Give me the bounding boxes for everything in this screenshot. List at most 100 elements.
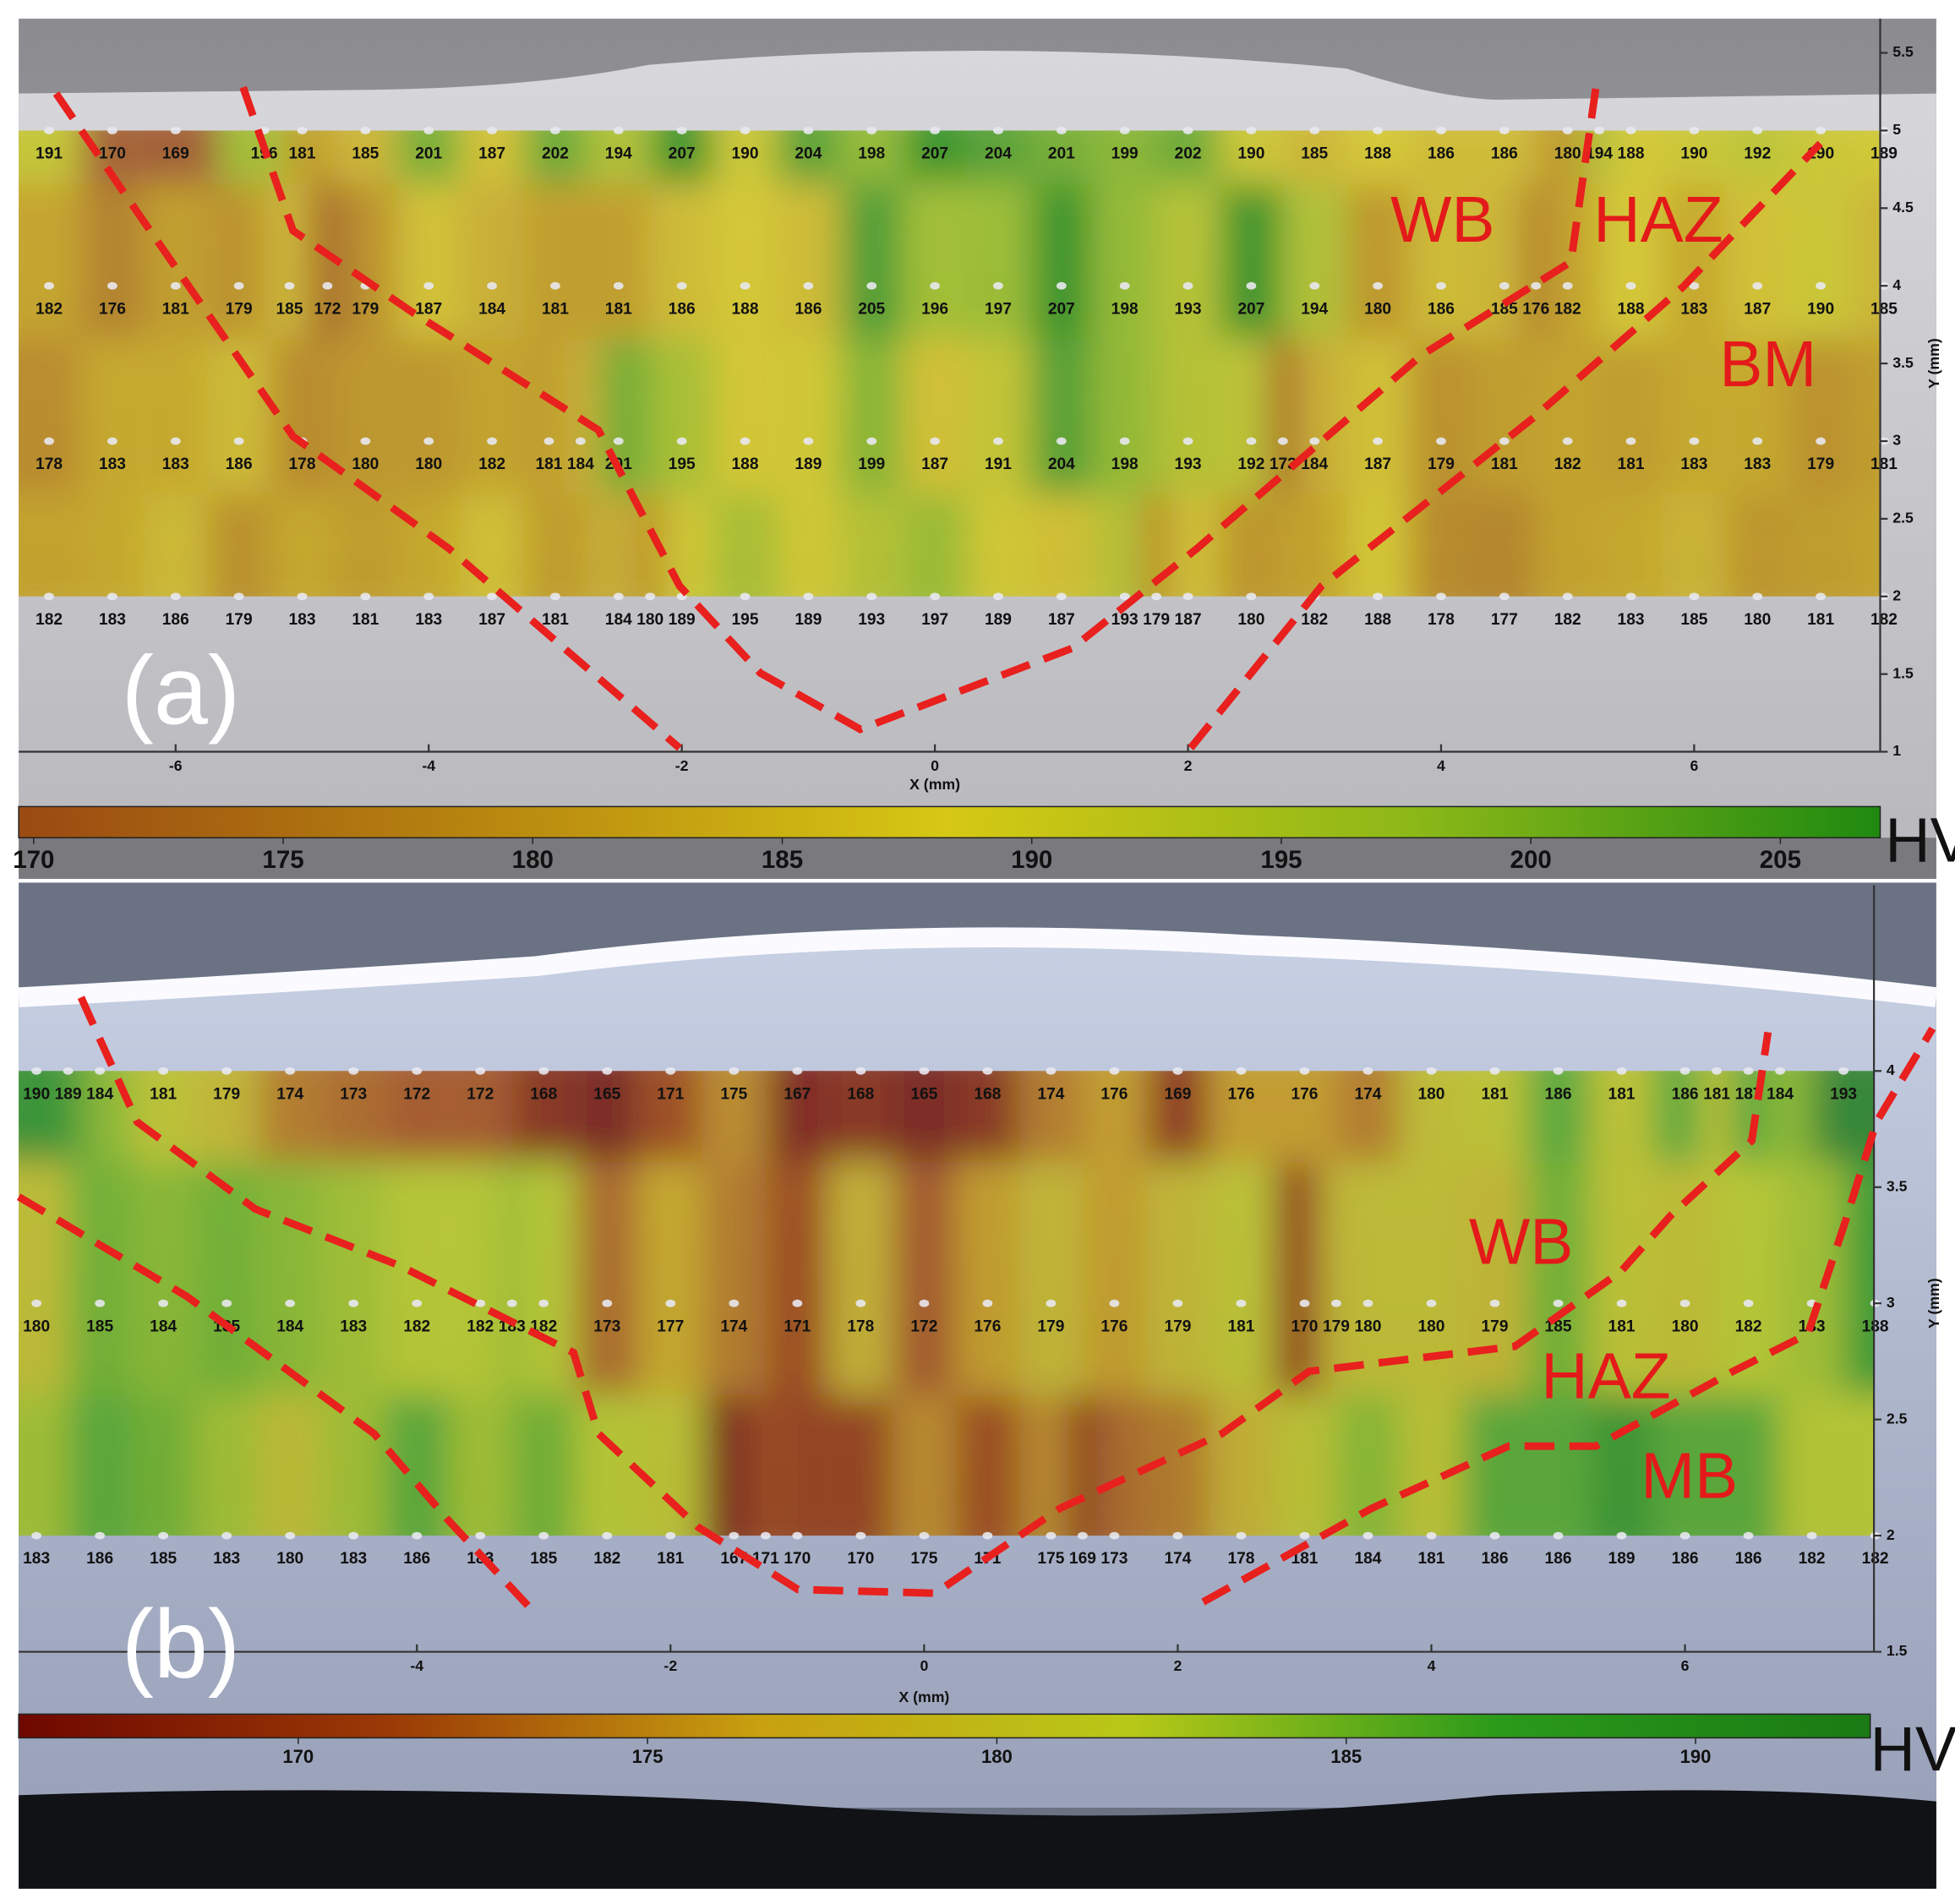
- hardness-value: 188: [1618, 300, 1645, 318]
- hardness-value: 184: [276, 1318, 303, 1335]
- hardness-value: 169: [1164, 1085, 1191, 1103]
- mount: [19, 1790, 1936, 1889]
- indent: [676, 127, 687, 134]
- indent: [1172, 1299, 1183, 1307]
- indent: [158, 1299, 169, 1307]
- hardness-value: 181: [1870, 456, 1898, 473]
- hardness-value: 176: [1522, 300, 1549, 318]
- hardness-cell: [333, 494, 397, 597]
- hardness-cell: [460, 494, 524, 597]
- hardness-value: 202: [542, 145, 569, 163]
- hardness-cell: [839, 494, 904, 597]
- y-tick-label: 4.5: [1892, 199, 1914, 215]
- indent: [1046, 1531, 1057, 1540]
- indent: [792, 1067, 803, 1075]
- indent: [1246, 281, 1257, 290]
- colorbar-tick-label: 190: [1011, 846, 1052, 874]
- x-tick-label: 4: [1428, 1657, 1436, 1674]
- colorbar-tick-label: 185: [1330, 1746, 1362, 1767]
- hardness-value: 189: [795, 456, 822, 473]
- hardness-value: 174: [1037, 1085, 1064, 1103]
- hardness-value: 176: [1291, 1085, 1318, 1103]
- hardness-value: 183: [1680, 456, 1707, 473]
- hardness-cell: [19, 1394, 68, 1536]
- hardness-value: 187: [921, 456, 948, 473]
- colorbar: [18, 805, 1881, 839]
- indent: [1182, 127, 1193, 134]
- indent: [866, 437, 877, 445]
- colorbar-tick-label: 205: [1760, 846, 1801, 874]
- indent: [550, 592, 560, 601]
- hardness-value: 178: [35, 456, 63, 473]
- hardness-value: 183: [289, 611, 316, 629]
- indent: [95, 1531, 106, 1540]
- indent: [550, 127, 560, 134]
- indent: [285, 1531, 296, 1540]
- hardness-value: 181: [1618, 456, 1645, 473]
- hardness-value: 185: [530, 1550, 557, 1568]
- indent: [993, 437, 1003, 445]
- indent: [1109, 1531, 1120, 1540]
- x-tick-label: 6: [1690, 757, 1698, 774]
- indent: [63, 1067, 74, 1075]
- hardness-value: 186: [1545, 1550, 1572, 1568]
- indent: [1246, 127, 1257, 134]
- hardness-value: 180: [1672, 1318, 1699, 1335]
- boundary: [239, 85, 1600, 734]
- indent: [1109, 1067, 1120, 1075]
- indent: [297, 592, 308, 601]
- indent: [1743, 1299, 1754, 1307]
- indent: [475, 1299, 486, 1307]
- x-tick-label: 0: [931, 757, 939, 774]
- hardness-value: 178: [847, 1318, 874, 1335]
- hardness-value: 170: [847, 1550, 874, 1568]
- hardness-value: 180: [636, 611, 663, 629]
- indent: [1309, 127, 1320, 134]
- hardness-cell: [1599, 494, 1663, 597]
- indent: [1816, 127, 1827, 134]
- hardness-value: 181: [1482, 1085, 1509, 1103]
- hardness-value: 207: [1048, 300, 1075, 318]
- hardness-cells: [19, 1071, 1875, 1536]
- hardness-value: 182: [35, 300, 63, 318]
- indent: [1775, 1067, 1785, 1075]
- indent: [233, 592, 244, 601]
- hardness-value: 189: [985, 611, 1012, 629]
- hardness-cell: [713, 494, 777, 597]
- indent: [348, 1531, 359, 1540]
- hardness-value: 184: [1767, 1085, 1794, 1103]
- hardness-cell: [1717, 1394, 1781, 1536]
- hardness-value: 184: [567, 456, 594, 473]
- hardness-value: 188: [732, 300, 759, 318]
- indent: [44, 281, 54, 290]
- indent: [855, 1067, 866, 1075]
- hardness-value: 187: [1744, 300, 1771, 318]
- hardness-cell: [955, 1394, 1019, 1536]
- hardness-value: 186: [669, 300, 696, 318]
- hardness-value: 182: [35, 611, 63, 629]
- hardness-value: 178: [1428, 611, 1455, 629]
- hardness-field: [19, 130, 1881, 597]
- indent: [1056, 127, 1067, 134]
- hardness-value: 171: [784, 1318, 811, 1335]
- colorbar-tick-label: 195: [1260, 846, 1302, 874]
- hardness-cell: [828, 1394, 893, 1536]
- hardness-value: 204: [985, 145, 1012, 163]
- hardness-cell: [270, 494, 334, 597]
- hardness-value: 177: [1491, 611, 1518, 629]
- hardness-value: 186: [226, 456, 253, 473]
- indent: [1309, 437, 1320, 445]
- indent: [1331, 1299, 1341, 1307]
- hardness-value: 175: [910, 1550, 937, 1568]
- hardness-value: 195: [732, 611, 759, 629]
- hardness-value: 181: [1703, 1085, 1730, 1103]
- panel-label: (a): [122, 636, 241, 745]
- hardness-value: 190: [23, 1085, 50, 1103]
- hardness-value: 180: [23, 1318, 50, 1335]
- indent: [475, 1531, 486, 1540]
- indent: [1056, 281, 1067, 290]
- indent: [1119, 437, 1130, 445]
- hardness-value: 165: [593, 1085, 620, 1103]
- hardness-value: 186: [86, 1550, 113, 1568]
- indent: [322, 281, 333, 290]
